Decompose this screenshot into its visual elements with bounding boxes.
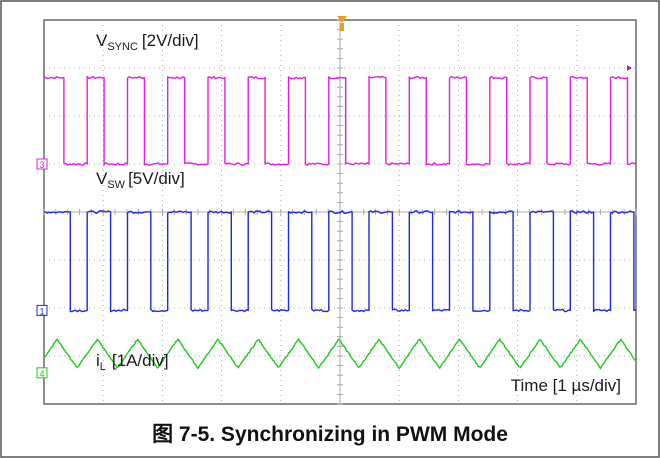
channel-1-marker: 1 (36, 304, 48, 316)
il-label-main: i (96, 351, 100, 370)
channel-4-marker: 4 (36, 367, 48, 379)
channel-markers: 3 1 4 (36, 158, 48, 379)
il-trace (43, 338, 637, 370)
channel-3-marker: 3 (36, 158, 48, 170)
channel-marker-box (36, 158, 48, 170)
vsync-label: VSYNC [2V/div] (96, 31, 199, 53)
vsw-label-scale: [5V/div] (128, 169, 185, 188)
trigger-level-icon (627, 65, 632, 71)
vsync-trace (43, 75, 637, 166)
vsw-trace (43, 210, 637, 313)
trigger-position-icon (337, 16, 347, 31)
il-label-scale: [1A/div] (112, 351, 169, 370)
channel-marker-text: 3 (39, 160, 44, 170)
vsync-label-main: V (96, 31, 108, 50)
channel-marker-text: 4 (39, 369, 44, 379)
vsw-label: VSW [5V/div] (96, 169, 185, 191)
il-label-sub: L (100, 361, 106, 373)
il-label: iL [1A/div] (96, 351, 169, 373)
channel-marker-text: 1 (39, 306, 44, 316)
time-scale-label: Time [1 µs/div] (511, 376, 621, 395)
channel-marker-box (36, 367, 48, 379)
vsync-label-sub: SYNC (107, 41, 138, 53)
channel-marker-box (36, 304, 48, 316)
figure-caption: 图 7-5. Synchronizing in PWM Mode (152, 423, 508, 446)
vsw-label-main: V (96, 169, 108, 188)
vsw-label-sub: SW (107, 179, 125, 191)
waveform-traces (43, 75, 637, 370)
vsync-label-scale: [2V/div] (142, 31, 199, 50)
